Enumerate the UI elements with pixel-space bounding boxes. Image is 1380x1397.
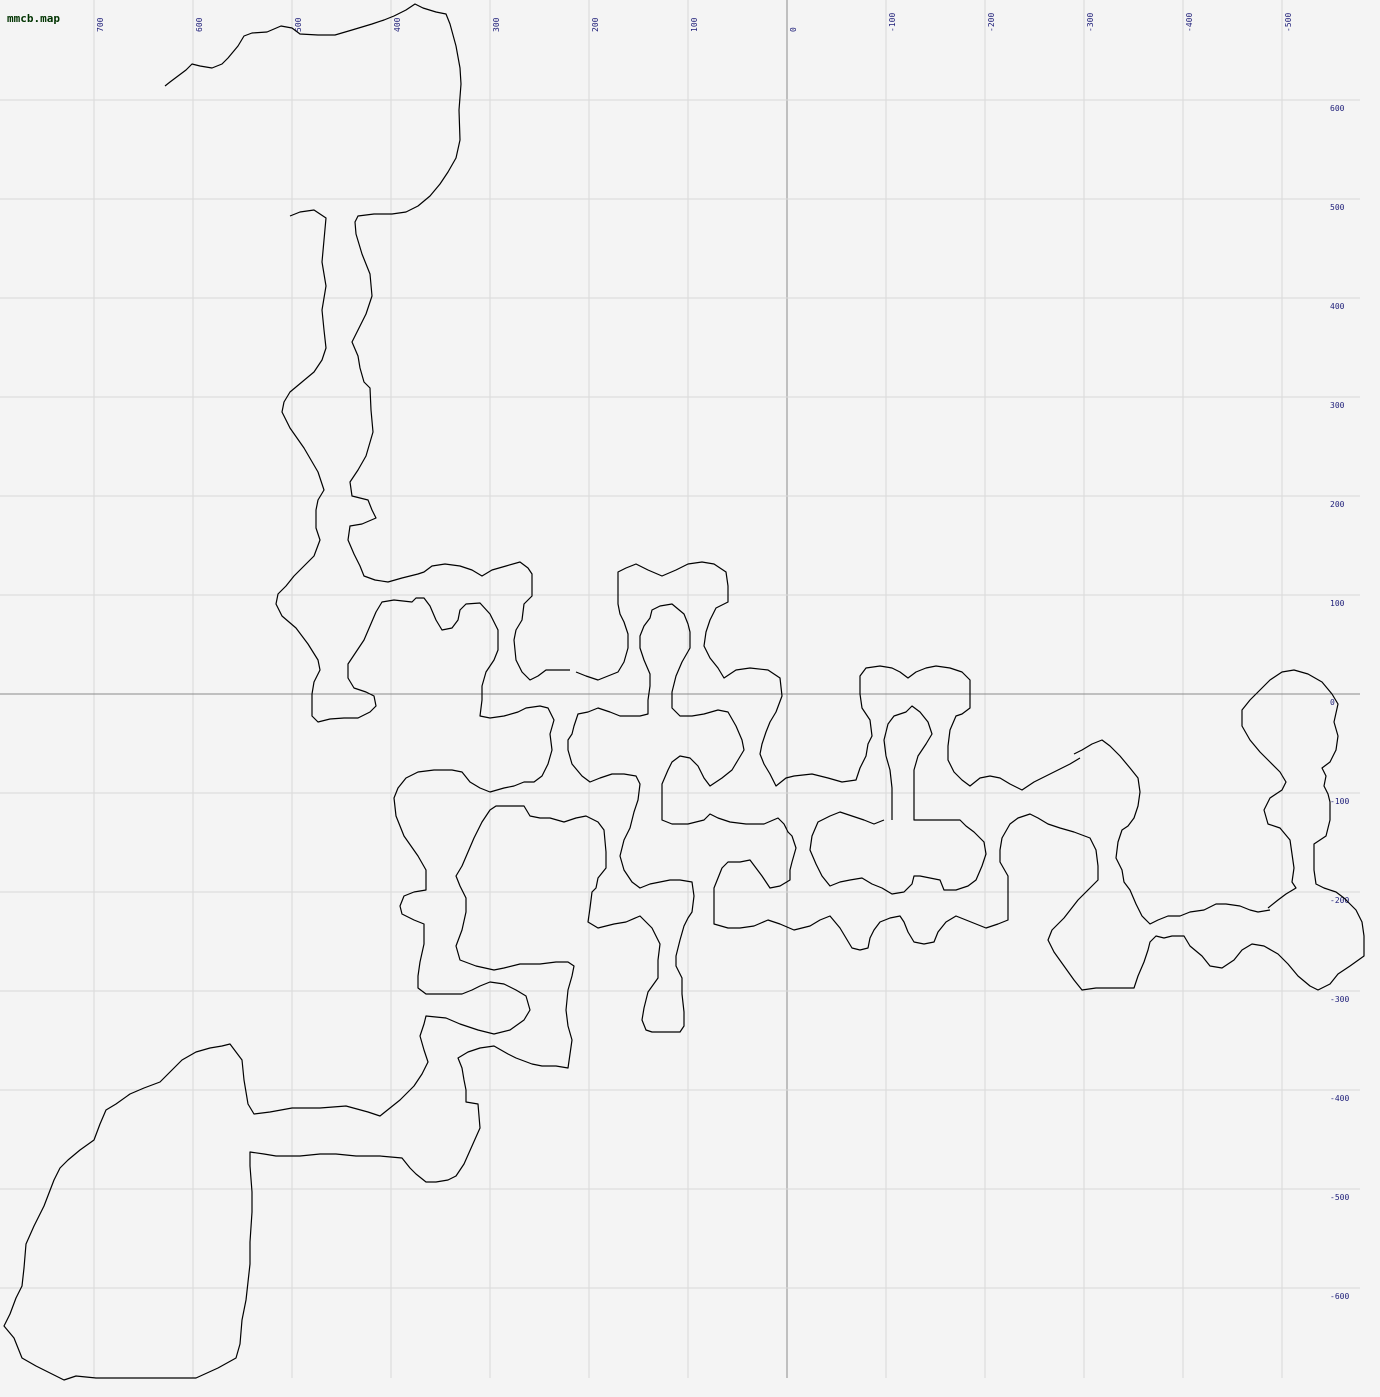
x-tick-label: 700 <box>96 17 105 32</box>
x-tick-label: 500 <box>294 17 303 32</box>
y-tick-label: -300 <box>1330 995 1349 1004</box>
cave-wall-inner-loop <box>809 705 987 895</box>
y-tick-label: -500 <box>1330 1193 1349 1202</box>
y-tick-label: 300 <box>1330 401 1345 410</box>
cave-wall-west-corridor <box>3 209 1365 1381</box>
x-tick-label: -300 <box>1086 13 1095 32</box>
x-tick-label: 300 <box>492 17 501 32</box>
axis-labels: 700 600 500 400 300 200 100 0 -100 -200 -300 -400 -5… <box>96 13 1349 1301</box>
x-tick-label: -100 <box>888 13 897 32</box>
cave-walls <box>3 3 1365 1381</box>
x-tick-label: -200 <box>987 13 996 32</box>
y-tick-label: -100 <box>1330 797 1349 806</box>
x-tick-label: 0 <box>789 27 798 32</box>
y-tick-label: 600 <box>1330 104 1345 113</box>
y-tick-label: -200 <box>1330 896 1349 905</box>
x-tick-label: -500 <box>1284 13 1293 32</box>
y-tick-label: 200 <box>1330 500 1345 509</box>
x-tick-label: 600 <box>195 17 204 32</box>
y-tick-label: 400 <box>1330 302 1345 311</box>
y-tick-label: 500 <box>1330 203 1345 212</box>
x-tick-label: 400 <box>393 17 402 32</box>
y-tick-label: -600 <box>1330 1292 1349 1301</box>
cave-wall-east-passage <box>575 561 1081 791</box>
x-tick-label: 200 <box>591 17 600 32</box>
x-tick-label: 100 <box>690 17 699 32</box>
cave-wall-central-pillar <box>1073 739 1271 925</box>
y-tick-label: 0 <box>1330 698 1335 707</box>
grid <box>0 0 1360 1378</box>
map-filename: mmcb.map <box>7 12 60 25</box>
cave-wall-north-chamber <box>164 3 570 681</box>
y-tick-label: -400 <box>1330 1094 1349 1103</box>
y-tick-label: 100 <box>1330 599 1345 608</box>
x-tick-label: -400 <box>1185 13 1194 32</box>
